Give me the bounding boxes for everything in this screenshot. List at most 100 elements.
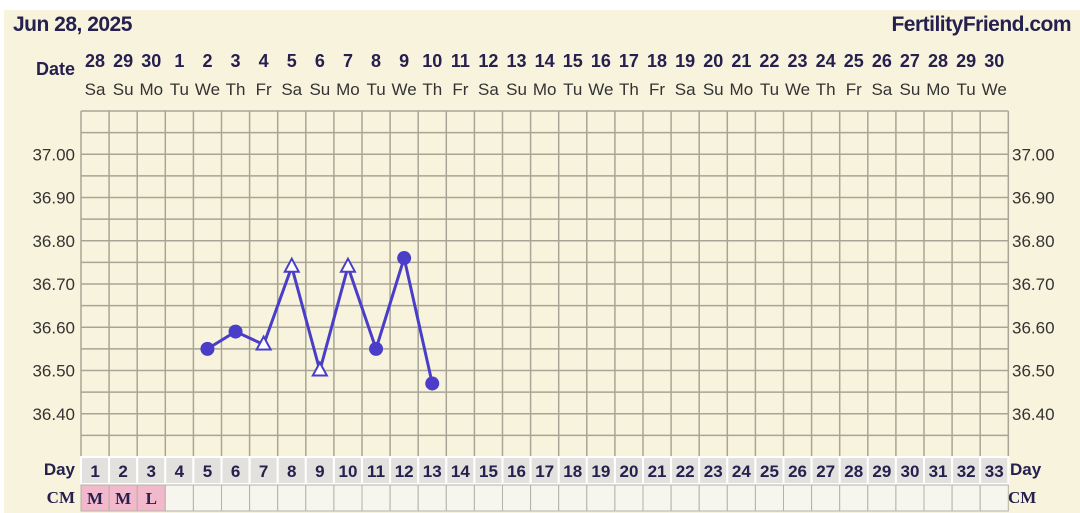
weekday-label: Sa bbox=[478, 80, 499, 99]
cycle-day-label: 14 bbox=[451, 462, 470, 481]
cm-cell bbox=[417, 484, 447, 512]
weekday-label: Sa bbox=[871, 80, 892, 99]
day-cell bbox=[642, 456, 673, 485]
weekday-label: Tu bbox=[170, 80, 189, 99]
cycle-day-label: 4 bbox=[175, 462, 185, 481]
weekday-label: Tu bbox=[366, 80, 385, 99]
date-label: 13 bbox=[507, 51, 527, 71]
weekday-label: Mo bbox=[926, 80, 950, 99]
cm-cell bbox=[586, 484, 616, 512]
y-tick-label-right: 36.70 bbox=[1012, 275, 1055, 294]
cycle-day-label: 7 bbox=[259, 462, 268, 481]
date-label: 27 bbox=[900, 51, 920, 71]
weekday-label: Th bbox=[816, 80, 836, 99]
weekday-label: Th bbox=[226, 80, 246, 99]
cycle-day-label: 22 bbox=[676, 462, 695, 481]
date-label: 22 bbox=[759, 51, 779, 71]
day-cell bbox=[613, 456, 645, 485]
cycle-day-label: 16 bbox=[507, 462, 526, 481]
cycle-day-label: 6 bbox=[231, 462, 240, 481]
date-label: 10 bbox=[422, 51, 442, 71]
date-label: 19 bbox=[675, 51, 695, 71]
cm-value: L bbox=[146, 489, 157, 508]
y-tick-label-left: 36.60 bbox=[32, 318, 75, 337]
day-cell bbox=[923, 456, 954, 485]
cycle-day-label: 21 bbox=[648, 462, 667, 481]
cm-cell bbox=[221, 484, 251, 512]
weekday-label: Su bbox=[506, 80, 527, 99]
cycle-day-label: 23 bbox=[704, 462, 723, 481]
cm-cell bbox=[80, 484, 110, 512]
chart-panel bbox=[4, 10, 1080, 513]
cm-cell bbox=[502, 484, 532, 512]
weekday-label: Fr bbox=[256, 80, 272, 99]
cycle-day-label: 32 bbox=[957, 462, 976, 481]
temp-point-circle bbox=[200, 341, 215, 356]
cycle-day-label: 3 bbox=[147, 462, 156, 481]
date-label: 29 bbox=[113, 51, 133, 71]
date-label: 18 bbox=[647, 51, 667, 71]
cm-cell bbox=[164, 484, 194, 512]
cycle-day-label: 26 bbox=[788, 462, 807, 481]
cycle-day-label: 18 bbox=[563, 462, 582, 481]
cm-cell bbox=[389, 484, 419, 512]
cm-cell bbox=[614, 484, 644, 512]
cm-cell bbox=[726, 484, 756, 512]
weekday-label: Su bbox=[113, 80, 134, 99]
weekday-label: Tu bbox=[760, 80, 779, 99]
y-tick-label-right: 37.00 bbox=[1012, 145, 1055, 164]
date-label: 23 bbox=[788, 51, 808, 71]
cm-cell bbox=[108, 484, 138, 512]
date-label: 16 bbox=[591, 51, 611, 71]
day-cell bbox=[501, 456, 532, 485]
temp-point-circle bbox=[425, 376, 440, 391]
date-label: 26 bbox=[872, 51, 892, 71]
cycle-day-label: 9 bbox=[315, 462, 324, 481]
day-cell bbox=[417, 456, 448, 485]
temp-point-triangle bbox=[254, 334, 273, 351]
day-cell bbox=[670, 456, 701, 485]
cycle-day-label: 20 bbox=[619, 462, 638, 481]
day-cell bbox=[164, 456, 195, 485]
cm-cell bbox=[754, 484, 785, 512]
cm-cell bbox=[783, 484, 813, 512]
date-label: 5 bbox=[287, 51, 297, 71]
day-cell bbox=[726, 456, 757, 485]
site-name: FertilityFriend.com bbox=[891, 13, 1071, 36]
cycle-day-label: 12 bbox=[395, 462, 414, 481]
temp-point-circle bbox=[397, 251, 412, 266]
cycle-day-label: 28 bbox=[844, 462, 863, 481]
weekday-label: We bbox=[982, 80, 1007, 99]
weekday-label: Fr bbox=[846, 80, 862, 99]
weekday-label: Su bbox=[900, 80, 921, 99]
cycle-day-label: 5 bbox=[203, 462, 212, 481]
date-label: 3 bbox=[231, 51, 241, 71]
day-cell bbox=[445, 456, 476, 485]
date-label: 28 bbox=[85, 51, 105, 71]
cycle-day-label: 13 bbox=[423, 462, 442, 481]
y-tick-label-right: 36.40 bbox=[1012, 405, 1055, 424]
y-tick-label-left: 36.70 bbox=[32, 275, 75, 294]
cycle-day-label: 8 bbox=[287, 462, 296, 481]
cycle-day-label: 31 bbox=[929, 462, 948, 481]
date-label: 25 bbox=[844, 51, 864, 71]
weekday-label: Tu bbox=[563, 80, 582, 99]
temp-point-circle bbox=[228, 324, 243, 339]
cycle-day-label: 24 bbox=[732, 462, 751, 481]
cm-cell bbox=[530, 484, 560, 512]
weekday-label: Mo bbox=[139, 80, 163, 99]
cycle-day-label: 11 bbox=[367, 462, 385, 481]
cm-value: M bbox=[87, 489, 103, 508]
cm-cell bbox=[895, 484, 925, 512]
y-tick-label-left: 36.90 bbox=[32, 189, 75, 208]
date-label: 20 bbox=[703, 51, 723, 71]
cm-cell bbox=[951, 484, 981, 512]
cycle-day-label: 25 bbox=[760, 462, 779, 481]
date-label: 9 bbox=[399, 51, 409, 71]
chart-date: Jun 28, 2025 bbox=[13, 13, 132, 36]
date-label: 2 bbox=[202, 51, 212, 71]
weekday-label: Th bbox=[422, 80, 442, 99]
cycle-day-label: 2 bbox=[118, 462, 127, 481]
